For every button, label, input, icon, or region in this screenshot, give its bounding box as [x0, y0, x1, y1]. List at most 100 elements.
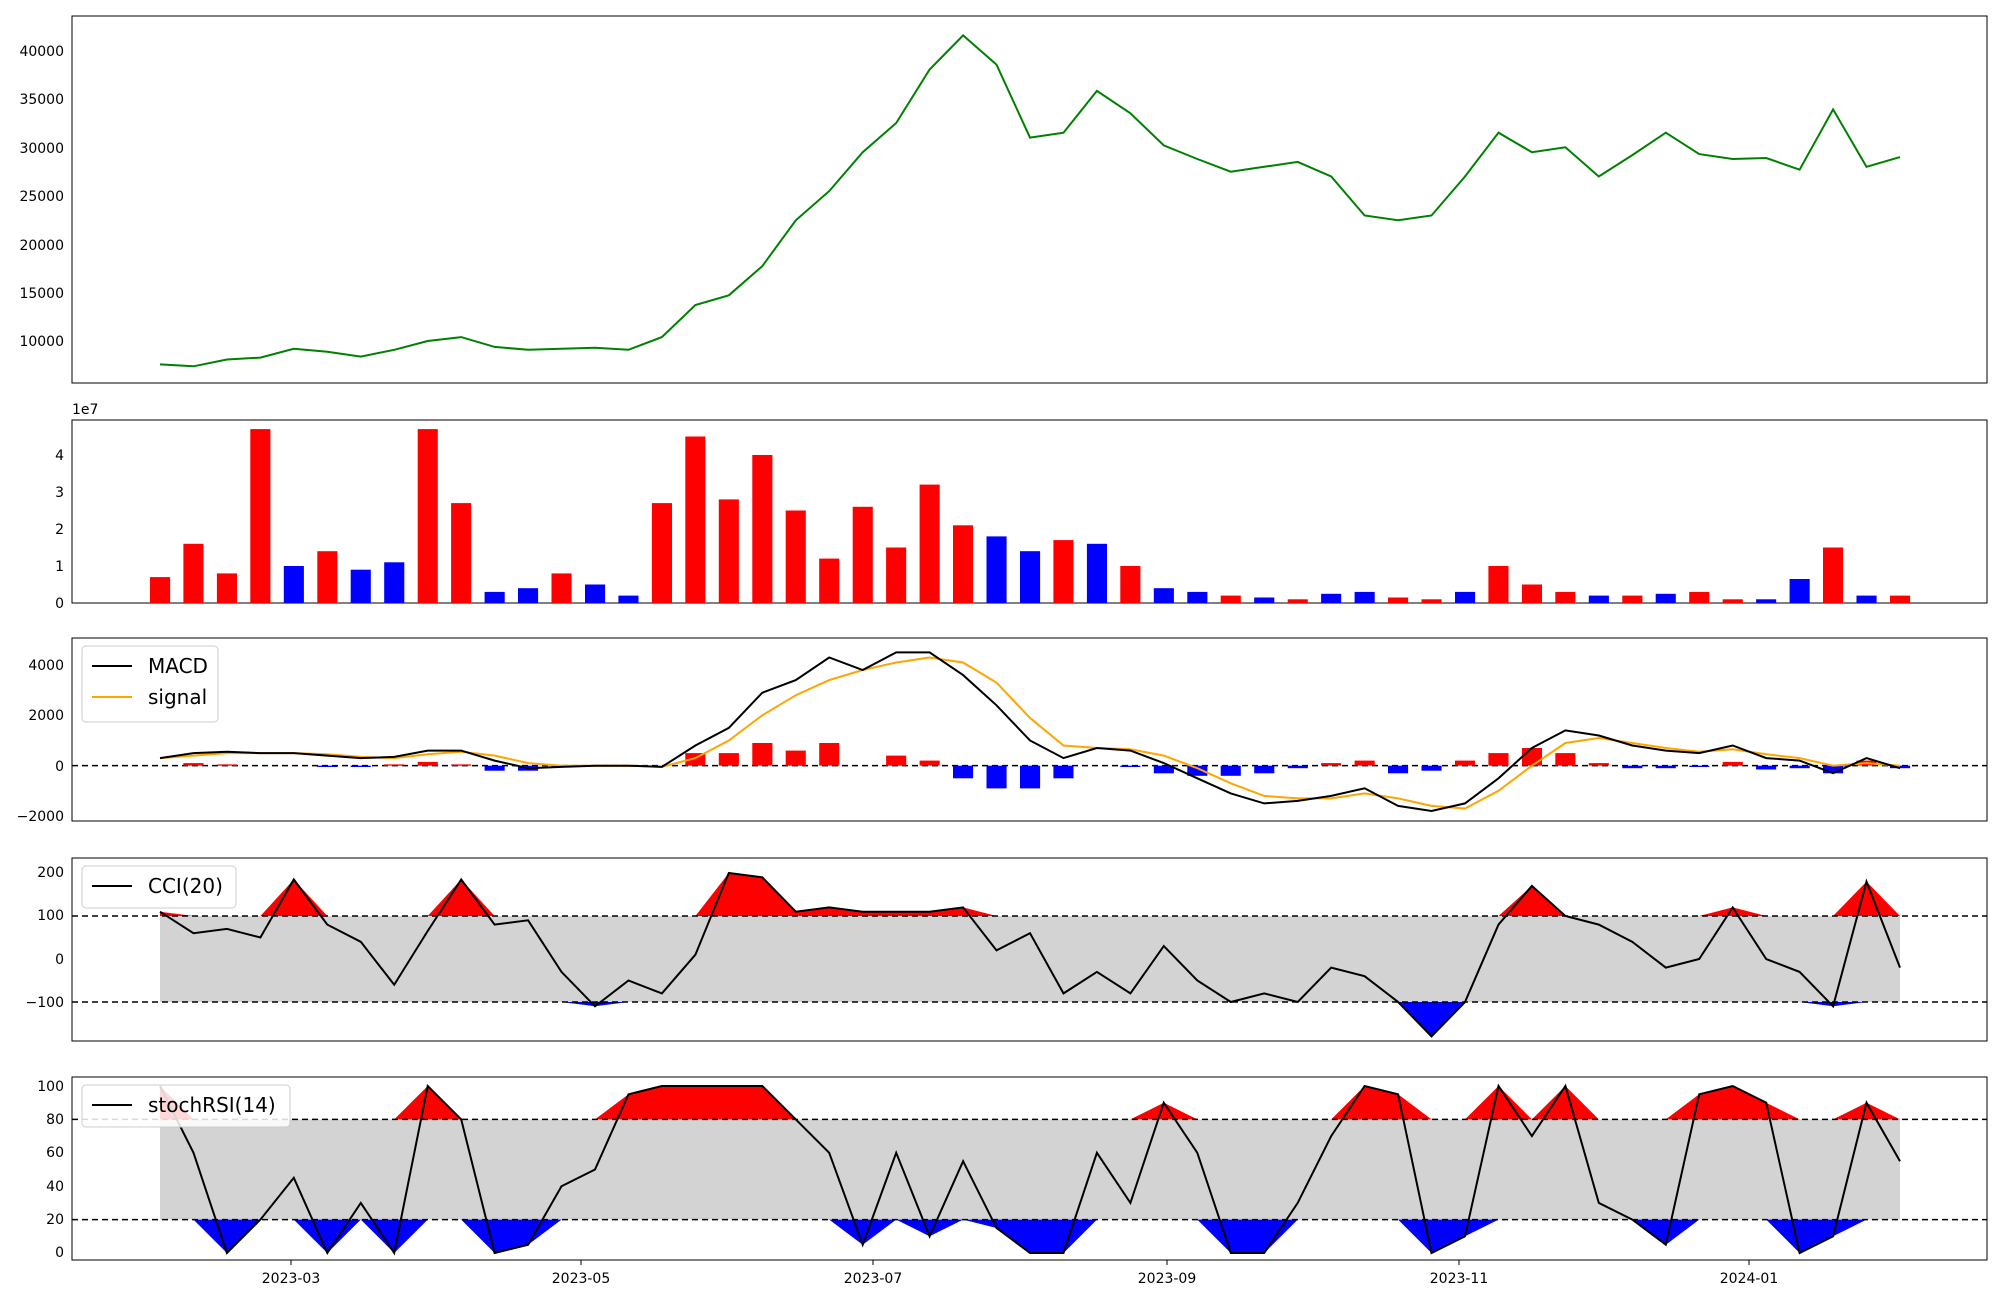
macd-tick-label: 4000 — [28, 658, 64, 674]
volume-bar — [1622, 595, 1643, 603]
volume-tick-label: 4 — [55, 448, 64, 464]
macd-histogram-bar — [919, 760, 940, 766]
cci-tick-label: 200 — [37, 865, 64, 881]
price-tick-label: 25000 — [19, 189, 64, 205]
macd-histogram-bar — [384, 764, 405, 766]
volume-bar — [1588, 595, 1609, 603]
volume-bar — [1354, 591, 1375, 603]
volume-bar — [1254, 597, 1275, 603]
volume-bar — [1789, 579, 1810, 603]
stoch-tick-label: 40 — [46, 1179, 64, 1195]
macd-histogram-bar — [1588, 763, 1609, 766]
macd-histogram-bar — [1689, 765, 1710, 767]
macd-histogram-bar — [1220, 765, 1241, 776]
macd-histogram-bar — [1020, 765, 1041, 789]
macd-histogram-bar — [1655, 765, 1676, 769]
macd-histogram-bar — [1622, 765, 1643, 769]
volume-bar — [216, 573, 237, 603]
macd-histogram-bar — [1153, 765, 1174, 774]
macd-histogram-bar — [1722, 761, 1743, 766]
volume-bar — [551, 573, 572, 603]
volume-bar — [886, 547, 907, 603]
cci-legend-label: CCI(20) — [148, 874, 223, 898]
volume-bar — [183, 543, 204, 603]
macd-histogram-bar — [1254, 765, 1275, 774]
volume-scale-label: 1e7 — [72, 402, 98, 418]
cci-overbought-fill — [160, 873, 1900, 916]
volume-tick-label: 3 — [55, 485, 64, 501]
price-panel-frame — [71, 15, 1988, 384]
macd-histogram-bar — [484, 765, 505, 771]
macd-histogram-bar — [1287, 765, 1308, 769]
volume-bar — [350, 569, 371, 603]
macd-histogram-bar — [451, 764, 472, 766]
cci-tick-label: 100 — [37, 908, 64, 924]
macd-histogram-bar — [953, 765, 974, 779]
macd-tick-label: 0 — [55, 759, 64, 775]
stochrsi-y-axis: 0 20 40 60 80 100 — [37, 1079, 64, 1261]
volume-bar — [1856, 595, 1877, 603]
macd-histogram-bar — [1388, 765, 1409, 774]
macd-line — [159, 651, 1901, 813]
stoch-tick-label: 0 — [55, 1245, 64, 1261]
volume-bar — [1053, 540, 1074, 603]
date-tick-label: 2023-07 — [844, 1271, 903, 1287]
macd-histogram-bar — [1823, 765, 1844, 774]
macd-histogram-bar — [1890, 765, 1911, 769]
volume-bar — [919, 484, 940, 603]
volume-bar — [1120, 566, 1141, 603]
volume-bar — [718, 499, 739, 603]
volume-bar — [986, 536, 1007, 603]
stoch-tick-label: 60 — [46, 1145, 64, 1161]
volume-bar — [953, 525, 974, 603]
macd-histogram-bar — [819, 743, 840, 766]
macd-tick-label: −2000 — [17, 809, 64, 825]
volume-tick-label: 0 — [55, 596, 64, 612]
date-tick-label: 2023-09 — [1138, 1271, 1197, 1287]
stoch-overbought-fill — [160, 1086, 1900, 1120]
macd-histogram-bar — [1756, 765, 1777, 770]
macd-histogram-bar — [1187, 765, 1208, 776]
stoch-legend-label: stochRSI(14) — [148, 1093, 276, 1117]
volume-bar — [451, 503, 472, 603]
volume-bar — [685, 436, 706, 603]
macd-histogram-bar — [183, 763, 204, 766]
macd-histogram-bar — [1789, 765, 1810, 769]
volume-bar — [1521, 584, 1542, 603]
macd-histogram-bar — [986, 765, 1007, 789]
volume-bar — [1555, 591, 1576, 603]
price-tick-label: 15000 — [19, 286, 64, 302]
volume-bar — [1287, 599, 1308, 603]
volume-bar — [417, 429, 438, 603]
macd-histogram-bar — [350, 765, 371, 767]
macd-tick-label: 2000 — [28, 708, 64, 724]
macd-histogram-bar — [1455, 760, 1476, 766]
volume-bar — [250, 429, 271, 603]
volume-bar — [1153, 588, 1174, 603]
macd-histogram-bar — [886, 755, 907, 766]
date-tick-label: 2023-05 — [552, 1271, 611, 1287]
macd-histogram-bar — [1488, 753, 1509, 766]
macd-legend-label: MACD — [148, 654, 208, 678]
volume-bar — [1655, 593, 1676, 604]
volume-bar — [1689, 591, 1710, 603]
macd-histogram-bar — [417, 761, 438, 766]
macd-histogram-bar — [317, 765, 338, 767]
price-tick-label: 40000 — [19, 44, 64, 60]
volume-bar — [317, 551, 338, 603]
macd-histogram-bar — [1421, 765, 1442, 771]
volume-bar — [785, 510, 806, 603]
x-axis: 2023-03 2023-05 2023-07 2023-09 2023-11 … — [262, 1260, 1778, 1287]
cci-tick-label: −100 — [26, 995, 64, 1011]
cci-y-axis: −100 0 100 200 — [26, 865, 64, 1011]
volume-bar — [1722, 599, 1743, 603]
macd-panel-frame — [71, 637, 1988, 822]
volume-bar — [384, 562, 405, 603]
volume-bar — [1421, 599, 1442, 603]
macd-histogram-bar — [1555, 753, 1576, 766]
volume-bar — [585, 584, 606, 603]
volume-tick-label: 1 — [55, 559, 64, 575]
macd-histogram-bar — [785, 750, 806, 766]
stoch-tick-label: 100 — [37, 1079, 64, 1095]
